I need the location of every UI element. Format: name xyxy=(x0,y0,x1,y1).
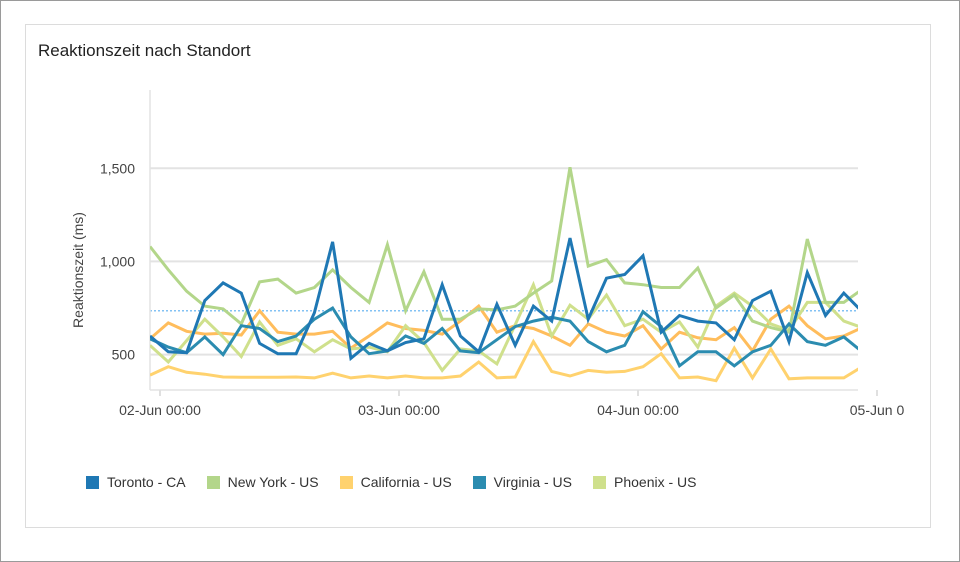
series-line-california-us xyxy=(150,338,858,383)
y-tick-label: 1,000 xyxy=(100,253,135,269)
legend-item[interactable]: New York - US xyxy=(206,474,319,490)
legend-label: New York - US xyxy=(227,474,319,490)
legend-swatch xyxy=(472,475,486,489)
legend-label: Phoenix - US xyxy=(614,474,697,490)
legend-swatch xyxy=(86,475,99,489)
legend-item[interactable]: Toronto - CA xyxy=(86,474,186,490)
legend-item[interactable]: California - US xyxy=(339,474,452,490)
legend-label: California - US xyxy=(360,474,452,490)
series-line-toronto-ca xyxy=(150,237,858,362)
legend-swatch xyxy=(339,475,353,489)
series-line-unlabeled xyxy=(150,303,858,354)
legend-item[interactable]: Phoenix - US xyxy=(593,474,696,490)
legend-item[interactable]: Virginia - US xyxy=(472,474,572,490)
chart-card xyxy=(25,24,931,528)
y-axis-label: Reaktionszeit (ms) xyxy=(70,212,86,328)
x-tick-label: 03-Jun 00:00 xyxy=(358,402,440,418)
legend-swatch xyxy=(206,475,220,489)
x-tick-label: 02-Jun 00:00 xyxy=(119,402,201,418)
legend-label: Virginia - US xyxy=(493,474,572,490)
legend-label: Toronto - CA xyxy=(107,474,186,490)
series-line-virginia-us xyxy=(150,305,858,369)
chart-title: Reaktionszeit nach Standort xyxy=(38,41,251,60)
y-tick-label: 500 xyxy=(112,347,136,363)
y-tick-label: 1,500 xyxy=(100,160,135,176)
legend-swatch xyxy=(593,475,606,489)
x-tick-label: 04-Jun 00:00 xyxy=(597,402,679,418)
x-tick-label: 05-Jun 0 xyxy=(850,402,905,418)
series-line-new-york-us xyxy=(150,167,858,335)
legend: Toronto - CA New York - US California - US… xyxy=(86,474,717,490)
